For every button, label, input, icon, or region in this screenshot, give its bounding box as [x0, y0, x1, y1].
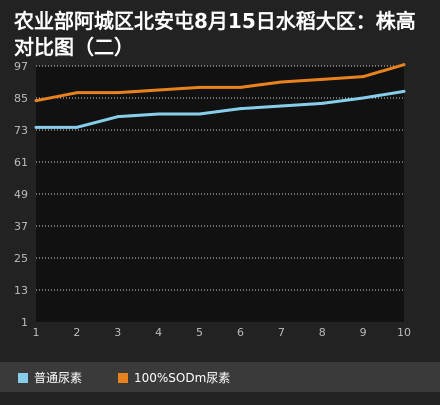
data-point [238, 85, 242, 89]
legend-label-series-2: 100%SODm尿素 [134, 371, 231, 385]
x-tick-label: 3 [114, 326, 121, 339]
x-tick-label: 1 [33, 326, 40, 339]
x-tick-label: 7 [278, 326, 285, 339]
y-tick-label: 49 [14, 188, 28, 201]
y-tick-label: 1 [21, 316, 28, 329]
data-point [361, 96, 365, 100]
x-tick-label: 5 [196, 326, 203, 339]
x-tick-label: 4 [155, 326, 162, 339]
x-tick-label: 10 [397, 326, 411, 339]
data-point [75, 125, 79, 129]
legend-swatch-series-1 [18, 373, 28, 383]
data-point [34, 99, 38, 103]
series-lines [34, 63, 406, 129]
data-point [361, 75, 365, 79]
x-tick-label: 8 [319, 326, 326, 339]
data-point [116, 115, 120, 119]
legend-label-series-1: 普通尿素 [34, 371, 83, 385]
gridlines [36, 65, 404, 291]
data-point [198, 85, 202, 89]
data-point [75, 91, 79, 95]
y-tick-label: 13 [14, 284, 28, 297]
line-chart: 1 13 25 37 49 61 73 85 97 1 2 3 4 5 6 7 8 9 10 [14, 60, 412, 339]
y-tick-label: 97 [14, 60, 28, 73]
data-point [157, 112, 161, 116]
data-point [320, 77, 324, 81]
data-point [116, 91, 120, 95]
data-point [402, 89, 406, 93]
data-point [402, 63, 406, 67]
y-axis-ticks: 1 13 25 37 49 61 73 85 97 [14, 60, 28, 329]
x-tick-label: 6 [237, 326, 244, 339]
x-tick-label: 9 [360, 326, 367, 339]
series-line-1 [36, 89, 405, 129]
data-point [157, 88, 161, 92]
y-tick-label: 73 [14, 124, 28, 137]
legend-swatch-series-2 [118, 373, 128, 383]
y-tick-label: 85 [14, 92, 28, 105]
data-point [320, 101, 324, 105]
data-point [279, 104, 283, 108]
x-tick-label: 2 [73, 326, 80, 339]
legend: 普通尿素 100%SODm尿素 [0, 362, 440, 392]
data-point [279, 80, 283, 84]
data-point [198, 112, 202, 116]
x-axis-ticks: 1 2 3 4 5 6 7 8 9 10 [33, 326, 412, 339]
y-tick-label: 37 [14, 220, 28, 233]
series-line-2 [35, 63, 405, 103]
data-point [34, 125, 38, 129]
data-point [238, 107, 242, 111]
chart-title: 农业部阿城区北安屯8月15日水稻大区：株高对比图（二） [14, 9, 416, 59]
y-tick-label: 61 [14, 156, 28, 169]
y-tick-label: 25 [14, 252, 28, 265]
